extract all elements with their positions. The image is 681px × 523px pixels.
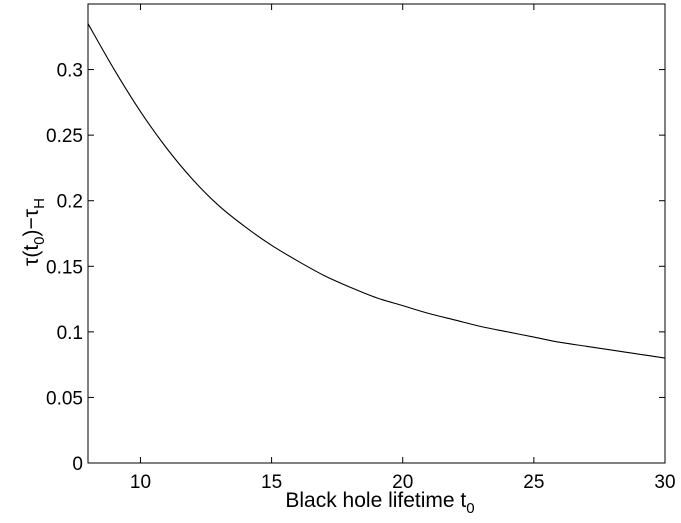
- x-tick-label: 10: [130, 472, 151, 493]
- x-tick-label: 25: [523, 472, 544, 493]
- y-axis-label-part-1: τ(t: [20, 245, 43, 266]
- data-point: [428, 313, 429, 314]
- x-axis-label-subscript: 0: [466, 500, 474, 517]
- x-axis-label: Black hole lifetime t0: [285, 489, 474, 517]
- data-point: [166, 148, 167, 149]
- data-point: [559, 342, 560, 343]
- y-tick-label: 0.3: [57, 61, 83, 82]
- data-point: [586, 346, 587, 347]
- data-point: [376, 297, 377, 298]
- data-point: [140, 111, 141, 112]
- x-tick-label: 15: [261, 472, 282, 493]
- data-point: [402, 305, 403, 306]
- data-point: [323, 275, 324, 276]
- x-axis-ticks: 10 15 20 25 30: [130, 4, 676, 493]
- plot-area: [87, 3, 666, 464]
- series-line: [87, 23, 666, 359]
- y-tick-label: 0: [72, 454, 83, 475]
- data-point: [297, 260, 298, 261]
- series-layer: [87, 23, 666, 359]
- data-point: [87, 23, 88, 24]
- x-axis-label-main: Black hole lifetime t: [285, 489, 466, 512]
- x-tick-label: 20: [392, 472, 413, 493]
- data-point: [507, 331, 508, 332]
- y-tick-label: 0.15: [46, 257, 83, 278]
- data-point: [271, 245, 272, 246]
- data-point: [114, 69, 115, 70]
- y-tick-label: 0.25: [46, 126, 83, 147]
- y-axis-label-subscript-2: H: [31, 198, 48, 209]
- data-point: [533, 337, 534, 338]
- x-tick-label: 30: [654, 472, 675, 493]
- data-point: [455, 319, 456, 320]
- data-point: [664, 357, 665, 358]
- y-axis-label-part-2: )−τ: [20, 208, 43, 236]
- data-point: [612, 350, 613, 351]
- plot-frame: [87, 3, 666, 464]
- data-point: [350, 287, 351, 288]
- y-axis-label-subscript-1: 0: [31, 236, 48, 244]
- y-tick-label: 0.2: [57, 192, 83, 213]
- y-axis-label: τ(t0)−τH: [20, 198, 48, 266]
- data-point: [192, 179, 193, 180]
- data-point: [481, 326, 482, 327]
- data-point: [219, 205, 220, 206]
- y-tick-label: 0.1: [57, 323, 83, 344]
- data-point: [638, 354, 639, 355]
- data-point: [245, 226, 246, 227]
- y-tick-label: 0.05: [46, 388, 83, 409]
- y-axis-ticks: 0 0.05 0.1 0.15 0.2 0.25 0.3: [46, 61, 665, 475]
